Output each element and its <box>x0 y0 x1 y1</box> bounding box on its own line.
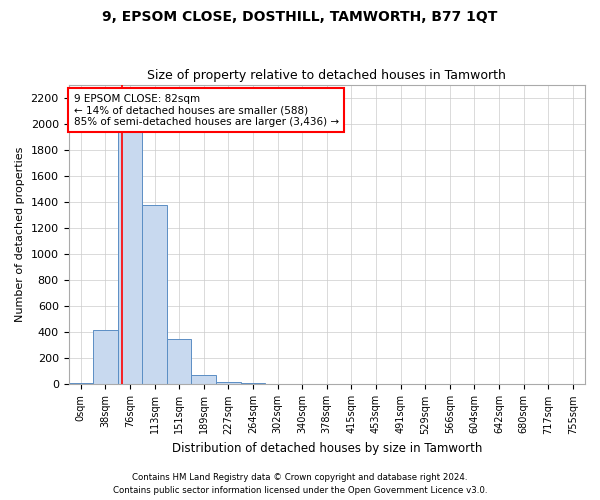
Bar <box>216 382 241 384</box>
Bar <box>142 204 167 384</box>
Y-axis label: Number of detached properties: Number of detached properties <box>15 147 25 322</box>
Text: 9, EPSOM CLOSE, DOSTHILL, TAMWORTH, B77 1QT: 9, EPSOM CLOSE, DOSTHILL, TAMWORTH, B77 … <box>103 10 497 24</box>
X-axis label: Distribution of detached houses by size in Tamworth: Distribution of detached houses by size … <box>172 442 482 455</box>
Bar <box>191 374 216 384</box>
Text: 9 EPSOM CLOSE: 82sqm
← 14% of detached houses are smaller (588)
85% of semi-deta: 9 EPSOM CLOSE: 82sqm ← 14% of detached h… <box>74 94 339 127</box>
Bar <box>93 330 118 384</box>
Bar <box>167 340 191 384</box>
Bar <box>68 383 93 384</box>
Text: Contains HM Land Registry data © Crown copyright and database right 2024.
Contai: Contains HM Land Registry data © Crown c… <box>113 474 487 495</box>
Title: Size of property relative to detached houses in Tamworth: Size of property relative to detached ho… <box>148 69 506 82</box>
Bar <box>118 117 142 384</box>
Bar <box>241 383 265 384</box>
